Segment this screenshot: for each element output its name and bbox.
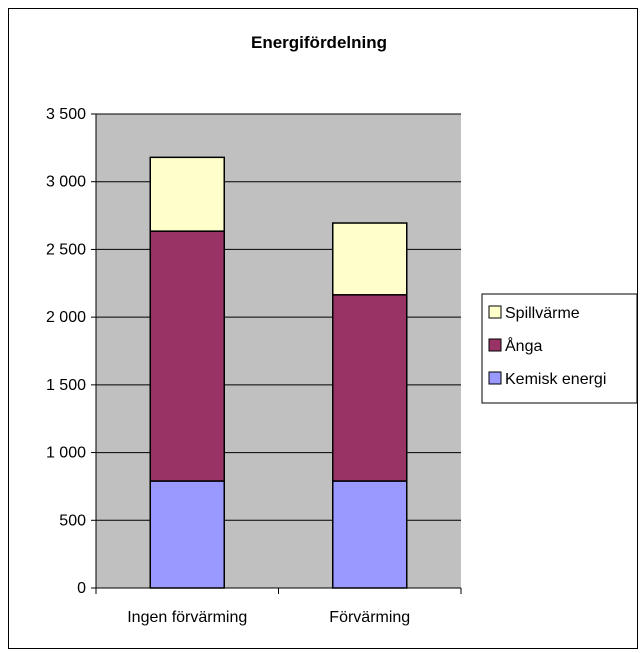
legend-swatch [488,371,502,385]
y-tick-label: 2 000 [46,309,86,326]
bar-segment [149,156,225,232]
y-tick-label: 500 [59,512,86,529]
y-tick-label: 3 000 [46,174,86,191]
y-tick-label: 0 [77,580,86,597]
chart-title: Energifördelning [251,33,387,52]
legend-label: Ånga [505,336,542,355]
legend-label: Spillvärme [505,305,580,322]
x-tick-label: Ingen förvärming [127,609,247,626]
bar-segment [332,222,408,296]
plot-area: 0 500 1 000 1 500 2 000 2 500 3 000 3 500 Ingen … [46,106,462,626]
legend-swatch [488,305,502,319]
x-tick-label: Förvärming [329,609,410,626]
legend-box [481,293,638,404]
bar-segment [149,480,225,589]
y-tick-label: 3 500 [46,106,86,123]
legend-swatch [488,338,502,352]
y-tick-label: 2 500 [46,241,86,258]
bar-segment [332,294,408,482]
y-tick-label: 1 000 [46,445,86,462]
y-tick-label: 1 500 [46,377,86,394]
legend: Spillvärme Ånga Kemisk energi [481,293,638,404]
bar-segment [149,230,225,482]
bar-segment [332,480,408,589]
legend-label: Kemisk energi [505,371,606,388]
